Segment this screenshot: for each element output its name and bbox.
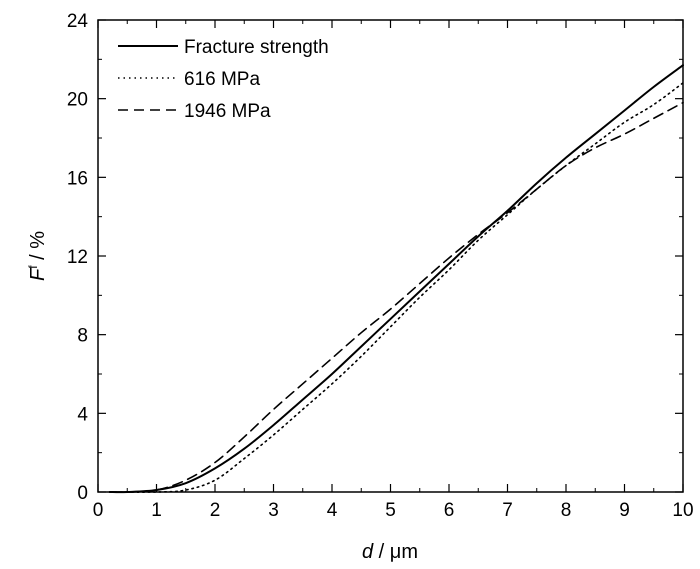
y-tick-label: 0 <box>77 483 88 504</box>
x-tick-label: 8 <box>561 500 572 521</box>
y-tick-label: 16 <box>67 168 88 189</box>
x-tick-label: 9 <box>619 500 630 521</box>
y-tick-label: 12 <box>67 247 88 268</box>
x-tick-label: 2 <box>210 500 221 521</box>
series-line-solid <box>108 64 684 494</box>
x-tick-label: 0 <box>93 500 104 521</box>
y-tick-label: 8 <box>77 326 88 347</box>
legend: Fracture strength 616 MPa 1946 MPa <box>118 37 329 122</box>
series-lines <box>108 64 684 494</box>
legend-label: Fracture strength <box>184 37 329 58</box>
y-axis-symbol: F <box>27 267 49 281</box>
x-tick-label: 5 <box>385 500 396 521</box>
legend-entry-1946-mpa: 1946 MPa <box>118 101 271 122</box>
y-tick-label: 4 <box>77 404 88 425</box>
x-tick-label: 4 <box>327 500 338 521</box>
series-line-dotted <box>108 82 684 493</box>
x-axis-symbol: d <box>362 541 374 563</box>
y-axis-label: Ff / % <box>26 231 49 281</box>
y-axis-superscript: f <box>26 265 40 269</box>
y-axis-unit: / % <box>27 231 49 266</box>
tick-marks <box>97 19 684 493</box>
legend-label: 616 MPa <box>184 69 260 90</box>
x-tick-label: 3 <box>268 500 279 521</box>
series-line-dashed <box>108 101 684 493</box>
x-axis-label: d / μm <box>362 541 418 563</box>
x-tick-label: 10 <box>672 500 693 521</box>
y-tick-label: 24 <box>67 11 89 32</box>
x-tick-label: 1 <box>151 500 162 521</box>
x-tick-label: 7 <box>502 500 513 521</box>
x-axis-unit: / μm <box>373 541 418 563</box>
y-tick-label: 20 <box>67 90 88 111</box>
plot-area-frame <box>97 19 684 493</box>
legend-label: 1946 MPa <box>184 101 271 122</box>
legend-entry-616-mpa: 616 MPa <box>118 69 260 90</box>
legend-entry-fracture-strength: Fracture strength <box>118 37 329 58</box>
x-tick-label: 6 <box>444 500 455 521</box>
